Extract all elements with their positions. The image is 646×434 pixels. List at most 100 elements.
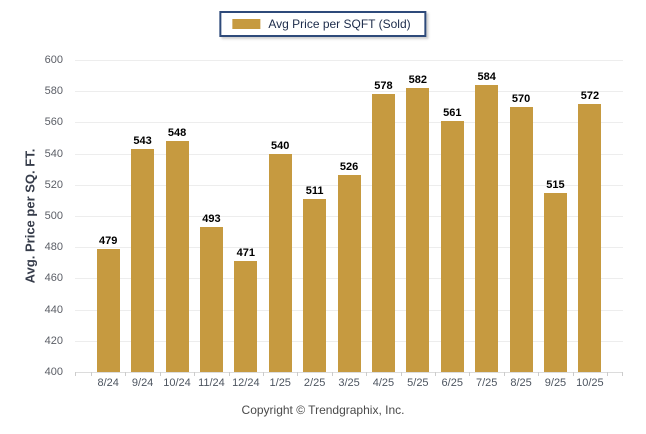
bar-value-label: 526 [339,161,359,174]
bar-value-label: 540 [271,139,290,152]
x-axis-tick-label: 12/24 [232,377,260,389]
x-axis-ticks [91,372,608,377]
x-axis-tick [538,372,540,376]
bar-slot: 479 [91,235,125,372]
bar-8/24 [96,248,120,372]
y-axis-tick-label: 540 [44,147,63,160]
bar-value-label: 511 [305,184,324,197]
y-axis-tick-label: 460 [44,272,63,285]
bar-value-label: 572 [580,89,600,102]
x-axis-tick-label: 3/25 [338,377,360,389]
bar-slot: 572 [573,90,607,372]
bar-value-label: 479 [99,234,118,247]
x-axis-labels: 8/24 9/24 10/24 11/24 12/24 1/25 2/25 3/25 4/25 5… [75,377,623,389]
bar-value-label: 561 [443,106,462,119]
y-axis-tick-label: 520 [44,178,63,191]
y-axis-tick-label: 440 [44,303,63,316]
gridline [75,153,623,155]
bar-7/25 [475,84,499,372]
x-axis-tick [331,372,333,376]
x-axis-tick-label: 5/25 [407,377,429,389]
bar-slot: 578 [366,80,400,372]
copyright-text: Copyright © Trendgraphix, Inc. [241,403,405,417]
bar-slot: 570 [504,93,538,372]
x-axis-tick [469,372,471,376]
bar-5/25 [406,88,430,372]
x-axis-tick-label: 10/25 [576,377,604,389]
bar-slot: 511 [297,185,331,372]
x-axis-tick-label: 9/25 [544,377,567,389]
x-axis-tick-label: 2/25 [303,377,326,389]
x-axis-tick [607,372,608,376]
x-axis-tick [91,372,92,376]
x-axis-tick-label: 1/25 [269,377,291,389]
bar-9/24 [131,148,155,372]
bar-value-label: 578 [374,80,393,93]
legend-swatch [232,19,261,29]
plot-area: 479 543 548 493 471 540 511 526 578 582 561 584 570 5… [75,60,623,376]
bar-slot: 584 [469,71,503,372]
y-axis-tick-label: 420 [44,334,63,347]
x-axis-tick [297,372,299,376]
gridline [75,91,623,93]
gridline [75,60,623,61]
bar-value-label: 471 [236,247,255,260]
bar-slot: 526 [332,161,366,372]
x-axis-tick [435,372,436,376]
x-axis-tick [400,372,402,376]
bar-slot: 540 [263,140,297,372]
bar-3/25 [337,175,361,372]
x-axis-tick-label: 10/24 [163,377,191,389]
bar-2/25 [303,198,327,372]
x-axis-tick-label: 7/25 [475,377,498,389]
x-axis-tick-label: 8/24 [97,377,119,389]
x-axis-tick [572,372,574,376]
bar-11/24 [199,226,223,372]
x-axis-edge-tick [622,372,623,376]
x-axis-tick-label: 11/24 [198,377,225,389]
x-axis-tick [503,372,505,376]
bar-12/24 [234,261,258,372]
gridline [75,122,623,124]
bar-1/25 [268,153,292,372]
bar-4/25 [371,94,395,372]
bar-slot: 561 [435,107,469,372]
x-axis-tick-label: 8/25 [510,377,532,389]
y-axis-tick-labels: 400 420 440 460 480 500 520 540 560 580 600 [0,54,63,378]
legend-label: Avg Price per SQFT (Sold) [268,17,411,31]
x-axis-edge-tick [75,372,76,376]
x-axis-tick-label: 9/24 [131,377,154,389]
bar-value-label: 515 [546,178,565,191]
x-axis-baseline [75,372,623,373]
bar-slot: 548 [160,127,194,372]
y-axis-tick-label: 480 [44,241,63,254]
bar-value-label: 548 [167,127,187,140]
x-axis-tick [194,372,196,376]
bar-6/25 [440,120,464,372]
bar-slot: 471 [229,247,263,372]
x-axis-tick [263,372,264,376]
x-axis-tick [366,372,368,376]
bar-value-label: 570 [511,92,531,105]
bar-slot: 543 [125,135,159,372]
chart-legend: Avg Price per SQFT (Sold) [219,11,427,37]
bar-value-label: 543 [133,134,152,147]
x-axis-tick [159,372,161,376]
y-axis-tick-label: 560 [44,116,63,129]
bar-10/25 [578,103,602,372]
bar-value-label: 582 [408,74,428,86]
bar-slot: 493 [194,213,228,372]
bar-slot: 582 [401,74,435,372]
x-axis-tick-label: 6/25 [441,377,463,389]
x-axis-tick [228,372,230,376]
bar-slot: 515 [538,179,572,372]
bar-9/25 [543,192,567,372]
bars-row: 479 543 548 493 471 540 511 526 578 582 561 584 570 5… [75,60,623,372]
x-axis-tick [125,372,127,376]
bar-value-label: 493 [202,212,221,225]
bar-value-label: 584 [477,70,496,83]
x-axis-tick-label: 4/25 [372,377,395,389]
bar-10/24 [165,141,189,372]
bar-8/25 [509,106,533,372]
